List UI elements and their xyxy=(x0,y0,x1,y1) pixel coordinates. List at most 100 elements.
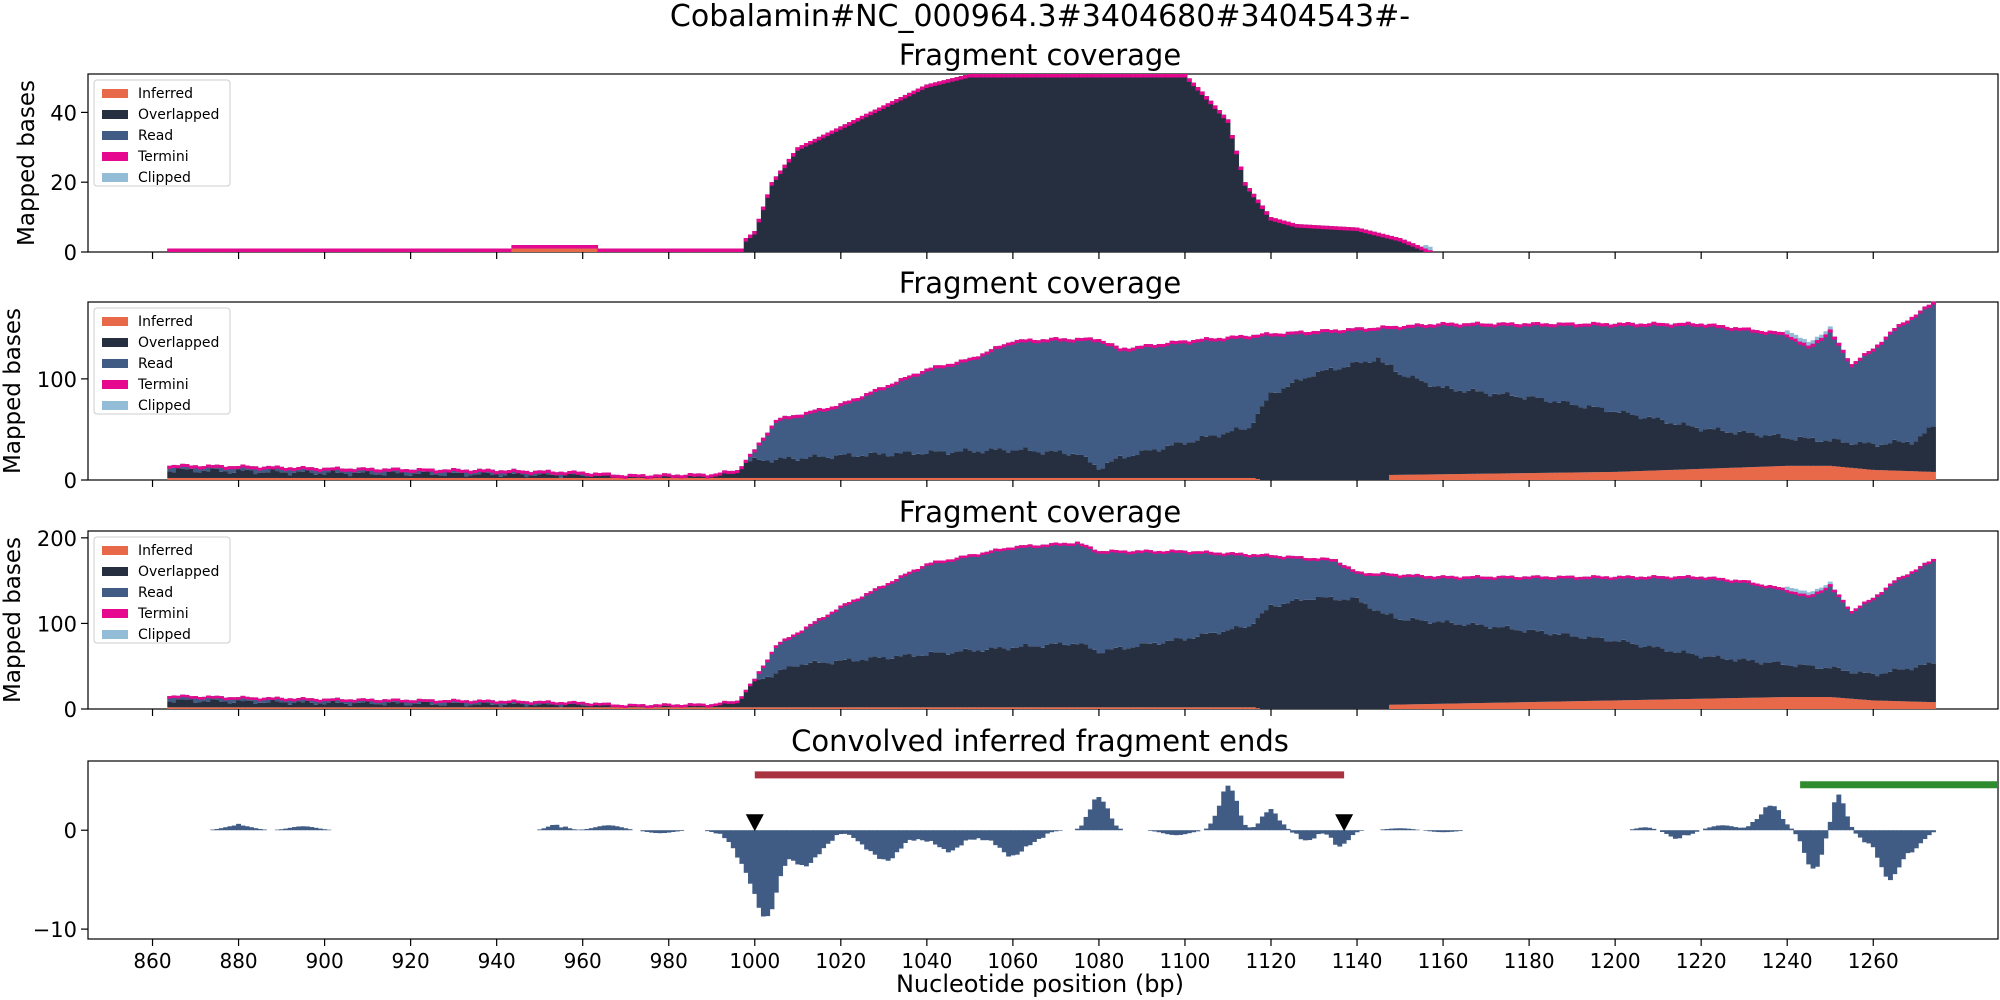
inferred-bar xyxy=(1165,477,1171,480)
inferred-bar xyxy=(511,707,517,709)
read-bar xyxy=(1001,548,1007,649)
read-bar xyxy=(1638,323,1644,420)
overlapped-bar xyxy=(1251,193,1257,252)
overlapped-bar xyxy=(1561,400,1566,473)
termini-bar xyxy=(360,248,366,252)
termini-bar xyxy=(1169,549,1175,553)
overlapped-bar xyxy=(317,703,323,708)
overlapped-bar xyxy=(1857,441,1863,469)
overlapped-bar xyxy=(1178,74,1184,252)
overlapped-bar xyxy=(816,456,822,478)
overlapped-bar xyxy=(1122,458,1128,478)
termini-bar xyxy=(1208,338,1214,342)
termini-bar xyxy=(429,699,435,702)
termini-bar xyxy=(1844,358,1850,362)
inferred-bar xyxy=(1255,708,1261,709)
inferred-bar xyxy=(507,477,513,480)
termini-bar xyxy=(528,702,534,705)
inferred-bar xyxy=(636,707,642,709)
ends-bar xyxy=(1888,830,1893,881)
read-bar xyxy=(464,700,470,707)
termini-bar xyxy=(945,559,951,563)
read-bar xyxy=(1023,339,1029,448)
termini-bar xyxy=(980,552,986,556)
termini-bar xyxy=(601,472,607,476)
termini-bar xyxy=(520,245,525,249)
termini-bar xyxy=(606,472,611,476)
overlapped-bar xyxy=(1165,445,1171,478)
inferred-bar xyxy=(563,248,568,252)
termini-bar xyxy=(395,248,401,252)
inferred-bar xyxy=(231,477,237,480)
inferred-bar xyxy=(1780,697,1786,709)
read-bar xyxy=(1892,580,1898,669)
overlapped-bar xyxy=(1191,82,1197,252)
legend-swatch xyxy=(102,359,128,368)
termini-bar xyxy=(1160,74,1166,78)
ends-bar xyxy=(864,830,870,850)
ends-bar xyxy=(851,830,857,838)
ends-bar xyxy=(1629,829,1635,831)
overlapped-bar xyxy=(1247,188,1252,252)
overlapped-bar xyxy=(1483,626,1489,703)
read-bar xyxy=(1492,577,1498,628)
termini-bar xyxy=(941,80,947,84)
termini-bar xyxy=(1625,322,1631,326)
overlapped-bar xyxy=(1070,74,1076,252)
overlapped-bar xyxy=(1660,648,1665,700)
termini-bar xyxy=(739,248,745,252)
termini-bar xyxy=(623,248,629,252)
termini-bar xyxy=(197,697,203,700)
read-bar xyxy=(1444,576,1450,621)
termini-bar xyxy=(1698,576,1704,580)
overlapped-bar xyxy=(205,471,211,478)
ends-bar xyxy=(1001,830,1007,853)
inferred-bar xyxy=(1746,467,1751,480)
inferred-bar xyxy=(352,477,358,480)
x-axis-label: Nucleotide position (bp) xyxy=(896,970,1184,998)
inferred-bar xyxy=(313,707,319,709)
inferred-bar xyxy=(1191,477,1197,480)
inferred-bar xyxy=(270,707,276,709)
inferred-bar xyxy=(1621,471,1627,480)
figure-suptitle: Cobalamin#NC_000964.3#3404680#3404543#- xyxy=(670,0,1410,34)
read-bar xyxy=(1345,328,1351,367)
termini-bar xyxy=(1582,323,1588,327)
inferred-bar xyxy=(575,477,581,480)
read-bar xyxy=(1423,325,1429,383)
read-bar xyxy=(1440,321,1446,388)
termini-bar xyxy=(1130,74,1136,78)
overlapped-bar xyxy=(494,474,500,478)
termini-bar xyxy=(851,398,857,402)
termini-bar xyxy=(769,182,775,186)
inferred-bar xyxy=(236,707,242,709)
termini-bar xyxy=(1767,585,1773,588)
coverage-bars xyxy=(167,541,1936,709)
overlapped-bar xyxy=(201,470,207,478)
termini-bar xyxy=(1320,557,1326,561)
overlapped-bar xyxy=(1569,636,1575,702)
inferred-bar xyxy=(950,707,956,709)
termini-bar xyxy=(365,248,371,252)
overlapped-bar xyxy=(812,138,818,252)
inferred-bar xyxy=(1784,465,1790,480)
overlapped-bar xyxy=(205,701,211,708)
termini-bar xyxy=(1027,544,1033,547)
termini-bar xyxy=(1715,325,1721,329)
overlapped-bar xyxy=(1208,632,1214,708)
read-bar xyxy=(984,351,990,451)
termini-bar xyxy=(644,475,650,479)
overlapped-bar xyxy=(1616,642,1622,701)
overlapped-bar xyxy=(1561,633,1566,702)
termini-bar xyxy=(1204,96,1209,100)
legend-swatch xyxy=(102,588,128,597)
inferred-bar xyxy=(502,707,508,709)
read-bar xyxy=(1797,593,1803,665)
termini-bar xyxy=(550,701,556,705)
overlapped-bar xyxy=(1492,627,1498,703)
inferred-bar xyxy=(1444,703,1450,709)
overlapped-bar xyxy=(1888,443,1893,471)
overlapped-bar xyxy=(1049,74,1055,252)
inferred-bar xyxy=(1225,707,1231,709)
inferred-bar xyxy=(197,477,203,480)
